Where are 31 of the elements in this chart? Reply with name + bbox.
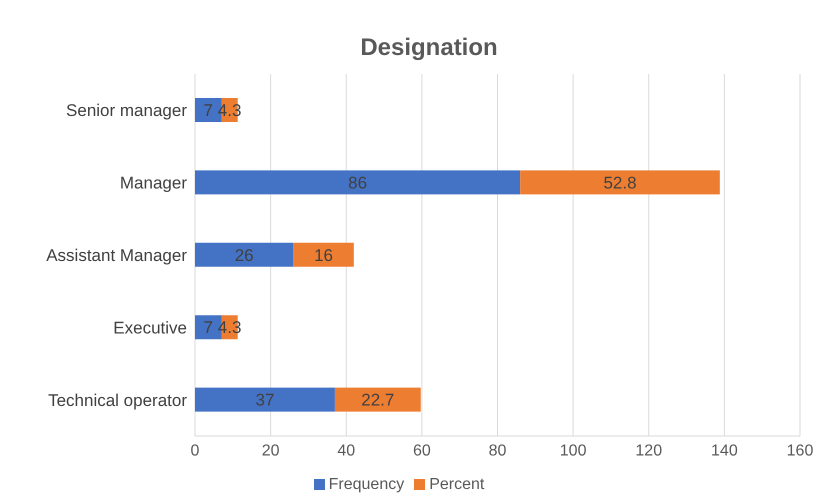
x-tick-label: 80: [488, 442, 506, 460]
legend-label: Frequency: [328, 476, 404, 493]
data-label: 22.7: [361, 390, 394, 410]
bar: [334, 388, 421, 412]
chart-title: Designation: [359, 33, 499, 63]
y-tick-label: Technical operator: [48, 390, 188, 410]
x-tick-label: 60: [412, 442, 431, 460]
bar: [195, 170, 520, 194]
x-tick-label: 0: [190, 442, 200, 460]
data-label: 52.8: [603, 173, 637, 192]
bar: [195, 242, 294, 267]
legend-label: Percent: [429, 476, 484, 493]
x-tick-label: 160: [786, 442, 814, 460]
data-label: 86: [348, 173, 368, 192]
data-label: 16: [314, 246, 334, 265]
y-tick-label: Assistant Manager: [46, 246, 188, 266]
x-tick-label: 20: [262, 442, 280, 460]
y-tick-label: Executive: [113, 318, 187, 338]
x-tick-label: 100: [560, 442, 587, 460]
bar: [520, 170, 720, 194]
x-tick-label: 120: [635, 442, 662, 460]
data-label: 7: [204, 318, 213, 338]
y-tick-label: Senior manager: [66, 101, 188, 120]
data-label: 26: [234, 246, 254, 265]
data-label: 37: [255, 390, 274, 410]
x-tick-label: 140: [711, 442, 738, 460]
bar: [293, 242, 354, 267]
y-tick-label: Manager: [120, 174, 188, 193]
data-label: 7: [204, 101, 213, 120]
x-tick-label: 40: [337, 442, 356, 460]
bar: [195, 388, 335, 412]
